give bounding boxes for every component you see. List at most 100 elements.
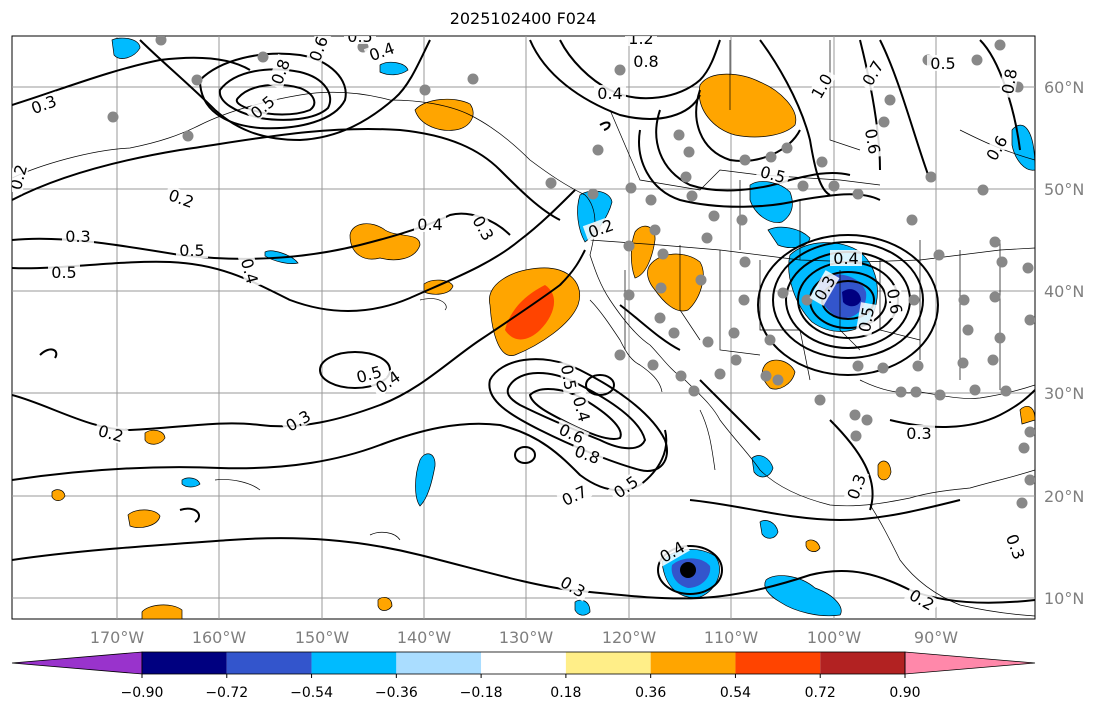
station-marker [1024, 314, 1035, 326]
negative-anomaly-area [749, 181, 793, 223]
contour-label: 0.4 [597, 84, 622, 103]
contour-label-background [981, 130, 1012, 166]
contour-label-background [755, 162, 791, 187]
station-marker [614, 349, 626, 361]
colorbar-frame [141, 651, 906, 675]
colorbar-segment [311, 652, 397, 674]
contour-label-background [1002, 528, 1029, 565]
contour-label-background [927, 55, 959, 71]
station-marker [419, 84, 431, 96]
contour-label-background [806, 68, 837, 104]
station-marker [625, 182, 637, 194]
contour-label-background [654, 536, 690, 567]
station-marker [910, 386, 922, 398]
colorbar-tick-label: −0.90 [121, 685, 164, 701]
contour-label-background [267, 53, 294, 90]
contour-label-background [414, 216, 446, 232]
contour-label-background [468, 210, 499, 246]
station-marker [797, 180, 809, 192]
contour-label: 0.5 [179, 241, 204, 260]
station-marker [191, 74, 203, 86]
contour-label-background [855, 302, 877, 337]
station-marker [877, 362, 889, 374]
station-marker [730, 354, 742, 366]
station-marker [994, 39, 1006, 51]
station-marker [738, 294, 750, 306]
station-marker [1016, 497, 1028, 509]
station-marker [654, 312, 666, 324]
station-marker [257, 51, 269, 63]
colorbar-segment [650, 652, 736, 674]
station-marker [977, 184, 989, 196]
latitude-tick-label: 40°N [1044, 282, 1084, 301]
contour-label-background [245, 90, 280, 124]
colorbar-tick-label: 0.54 [720, 685, 751, 701]
positive-anomaly-area [805, 539, 821, 552]
colorbar-extend-min [11, 651, 143, 675]
contour-label: 0.3 [906, 424, 931, 443]
colorbar-tick-label: −0.36 [375, 685, 418, 701]
contour-labels: 0.30.20.20.30.50.40.50.50.60.80.40.50.40… [12, 36, 1029, 615]
contour-label-background [998, 64, 1020, 99]
colorbar-ticks: −0.90 −0.72 −0.54 −0.36 −0.18 0.18 0.36 0.54 0.7… [121, 674, 921, 701]
latitude-tick-label: 30°N [1044, 384, 1084, 403]
contour-label-background [862, 124, 884, 159]
map-title: 2025102400 F024 [449, 9, 597, 28]
station-marker [861, 414, 873, 426]
contour-label-background [830, 250, 862, 266]
station-marker [668, 327, 680, 339]
station-marker [623, 289, 635, 301]
contour-label-background [163, 185, 200, 212]
station-marker [989, 236, 1001, 248]
negative-anomaly-area [111, 37, 141, 59]
contour-label: 0.4 [833, 249, 858, 268]
station-marker [772, 374, 784, 386]
latitude-tick-label: 60°N [1044, 78, 1084, 97]
contour-label-background [305, 36, 332, 67]
station-marker [958, 294, 970, 306]
station-marker [647, 359, 659, 371]
station-marker [1024, 426, 1035, 438]
contour-label: 0.6 [883, 287, 906, 315]
station-marker [739, 154, 751, 166]
map-panel: 0.30.20.20.30.50.40.50.50.60.80.40.50.40… [11, 35, 1036, 620]
longitude-tick-label: 130°W [499, 628, 554, 647]
positive-anomaly-area [127, 509, 161, 528]
contour-label: 0.3 [65, 227, 90, 246]
positive-anomaly-area [423, 279, 454, 295]
contour-label: 0.6 [861, 127, 884, 155]
contour-label-background [237, 253, 262, 289]
station-marker [987, 354, 999, 366]
negative-anomaly-area [767, 226, 811, 248]
longitude-tick-label: 160°W [192, 628, 247, 647]
negative-anomaly-area [764, 575, 842, 617]
contour-label-background [608, 470, 644, 503]
very-strong-negative-anomaly-area [842, 289, 861, 307]
colorbar-tick-label: −0.18 [460, 685, 503, 701]
contour-label-background [556, 481, 593, 510]
colorbar-segment [142, 652, 227, 674]
station-marker [1000, 385, 1012, 397]
station-marker [736, 214, 748, 226]
station-marker [957, 357, 969, 369]
negative-anomaly-area [415, 453, 436, 507]
longitude-tick-label: 120°W [602, 628, 657, 647]
station-marker [728, 327, 740, 339]
latitude-tick-label: 20°N [1044, 487, 1084, 506]
negative-anomaly-area [181, 477, 201, 488]
station-marker [623, 240, 635, 252]
contour-label-background [93, 421, 129, 446]
contour-label-background [857, 55, 888, 91]
station-marker [686, 190, 698, 202]
positive-anomaly-area [144, 429, 166, 445]
contour-label-background [625, 36, 657, 46]
station-marker [878, 116, 890, 128]
longitude-tick-label: 110°W [704, 628, 759, 647]
station-marker [969, 384, 981, 396]
contour-label: 0.5 [51, 263, 76, 282]
contour-label-background [558, 360, 580, 395]
station-marker [1024, 474, 1035, 486]
contour-label: 0.5 [930, 54, 955, 73]
station-marker [933, 249, 945, 261]
